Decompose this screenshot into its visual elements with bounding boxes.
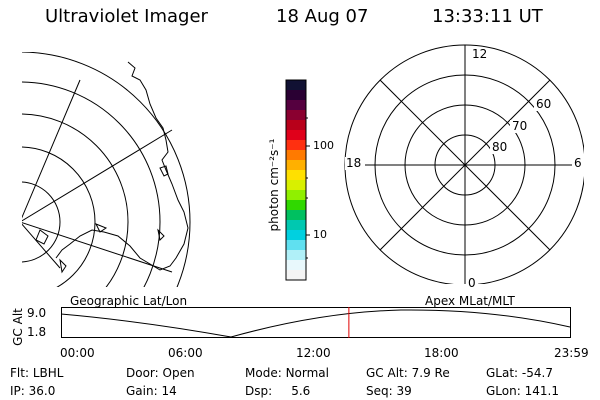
- orbit-xtick: 18:00: [424, 346, 459, 360]
- geo-lat-circle: [22, 181, 61, 263]
- geo-meridian: [22, 79, 81, 219]
- orbit-xtick: 00:00: [60, 346, 95, 360]
- colorbar-swatch: [286, 210, 306, 221]
- mlt-label-6: 6: [574, 156, 582, 170]
- colorbar-swatch: [286, 170, 306, 181]
- colorbar-swatch: [286, 140, 306, 151]
- geo-meridian: [22, 223, 61, 269]
- colorbar-swatch: [286, 160, 306, 171]
- time-label: 13:33:11 UT: [432, 6, 543, 27]
- colorbar-swatch: [286, 180, 306, 191]
- info-glon: GLon: 141.1: [486, 384, 559, 398]
- mlat-label-80: 80: [492, 140, 508, 154]
- colorbar-swatch: [286, 90, 306, 101]
- mlat-label-60: 60: [536, 97, 552, 111]
- mlt-label-18: 18: [346, 156, 362, 170]
- info-mode: Mode: Normal: [245, 366, 329, 380]
- coastline-outline: [35, 61, 189, 274]
- orbit-ymin-label: 1.8: [27, 325, 47, 339]
- info-label: GLat:: [486, 366, 519, 380]
- geo-lat-circle: [22, 52, 191, 287]
- mlt-label-12: 12: [472, 47, 488, 61]
- mlt-label-0: 0: [468, 276, 476, 290]
- apex-coords-label: Apex MLat/MLT: [425, 294, 515, 308]
- info-label: Door:: [126, 366, 159, 380]
- orbit-axis-label: GC Alt: [11, 308, 25, 346]
- colorbar-swatch: [286, 80, 306, 91]
- orbit-altitude-plot: [61, 307, 571, 338]
- info-seq: Seq: 39: [366, 384, 412, 398]
- colorbar-swatch: [286, 200, 306, 211]
- orbit-ymax-label: 9.0: [27, 306, 47, 320]
- info-label: GC Alt:: [366, 366, 408, 380]
- colorbar-tick-10: 10: [313, 228, 327, 241]
- colorbar-unit-label: photon cm⁻²s⁻¹: [267, 138, 281, 232]
- colorbar-swatch: [286, 230, 306, 241]
- info-value: 5.6: [291, 384, 311, 398]
- info-dsp: Dsp: 5.6: [245, 384, 310, 398]
- info-label: Seq:: [366, 384, 393, 398]
- geo-lat-circle: [22, 81, 161, 287]
- geo-lat-circle: [22, 146, 96, 287]
- orbit-xtick: 23:59: [554, 346, 589, 360]
- orbit-xtick: 06:00: [168, 346, 203, 360]
- info-value: 7.9 Re: [411, 366, 450, 380]
- info-label: Mode:: [245, 366, 282, 380]
- info-ip: IP: 36.0: [10, 384, 55, 398]
- colorbar-swatch: [286, 110, 306, 121]
- info-value: Open: [162, 366, 195, 380]
- colorbar-swatch: [286, 240, 306, 251]
- colorbar-swatch: [286, 150, 306, 161]
- colorbar-swatch: [286, 250, 306, 261]
- polar-diagonal: [379, 79, 551, 251]
- geo-lat-circle: [22, 113, 129, 287]
- info-value: Normal: [285, 366, 329, 380]
- orbit-altitude-curve: [61, 309, 571, 338]
- geo-meridian: [22, 222, 173, 273]
- geographic-coords-label: Geographic Lat/Lon: [70, 294, 188, 308]
- info-filter: Flt: LBHL: [10, 366, 63, 380]
- info-door: Door: Open: [126, 366, 195, 380]
- info-value: 36.0: [28, 384, 56, 398]
- mlat-label-70: 70: [512, 119, 528, 133]
- polar-plot: [344, 44, 584, 284]
- info-label: Flt:: [10, 366, 29, 380]
- info-glat: GLat: -54.7: [486, 366, 553, 380]
- info-gc-alt: GC Alt: 7.9 Re: [366, 366, 450, 380]
- app-title: Ultraviolet Imager: [45, 6, 208, 27]
- colorbar: [285, 79, 310, 281]
- info-label: Gain:: [126, 384, 158, 398]
- colorbar-swatch: [286, 260, 306, 271]
- info-value: 14: [161, 384, 177, 398]
- info-gain: Gain: 14: [126, 384, 177, 398]
- colorbar-swatch: [286, 190, 306, 201]
- colorbar-swatch: [286, 120, 306, 131]
- info-value: 39: [396, 384, 412, 398]
- colorbar-swatch: [286, 270, 306, 281]
- colorbar-swatch: [286, 220, 306, 231]
- orbit-xtick: 12:00: [296, 346, 331, 360]
- geographic-map: [22, 52, 191, 287]
- date-label: 18 Aug 07: [276, 6, 369, 27]
- info-value: -54.7: [521, 366, 553, 380]
- info-label: IP:: [10, 384, 25, 398]
- geo-meridian: [22, 129, 173, 222]
- info-label: Dsp:: [245, 384, 273, 398]
- colorbar-swatch: [286, 130, 306, 141]
- info-label: GLon:: [486, 384, 521, 398]
- colorbar-swatch: [286, 100, 306, 111]
- colorbar-tick-100: 100: [313, 139, 334, 152]
- info-value: LBHL: [32, 366, 64, 380]
- info-value: 141.1: [524, 384, 559, 398]
